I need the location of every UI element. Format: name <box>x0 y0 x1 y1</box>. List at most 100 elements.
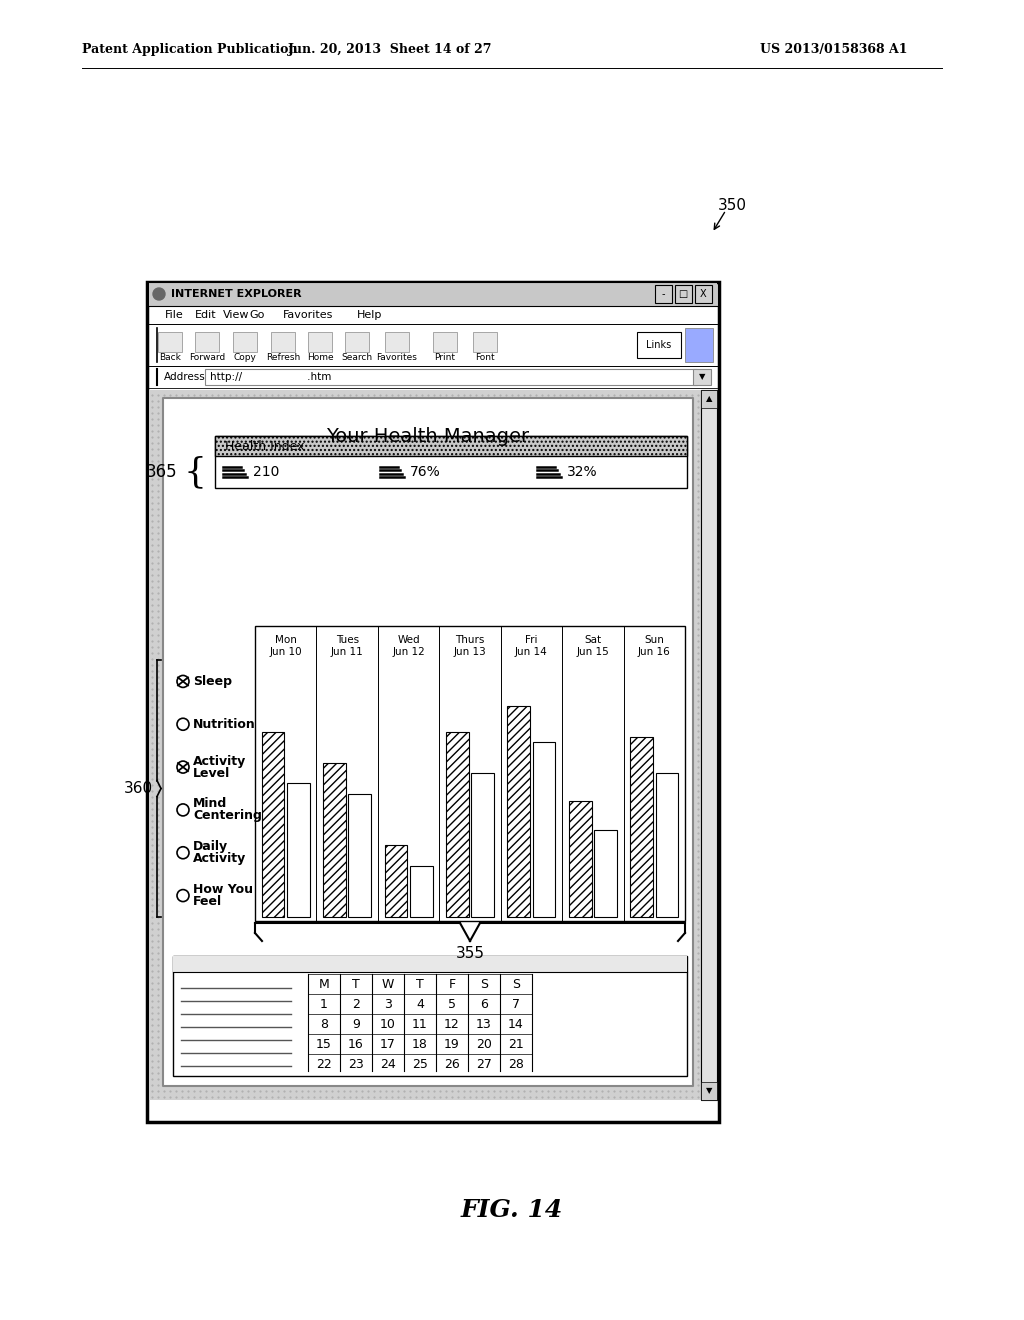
Bar <box>147 282 719 1122</box>
Text: 4: 4 <box>416 998 424 1011</box>
Text: Search: Search <box>341 354 373 363</box>
Bar <box>215 436 687 488</box>
Text: Favorites: Favorites <box>283 310 334 319</box>
Bar <box>205 370 697 385</box>
Text: Patent Application Publication: Patent Application Publication <box>82 44 298 57</box>
Text: S: S <box>512 978 520 990</box>
Bar <box>324 763 346 917</box>
Bar <box>215 436 687 455</box>
Text: Sat: Sat <box>585 635 601 645</box>
Bar <box>150 282 717 306</box>
Bar <box>233 333 257 352</box>
Bar <box>262 733 285 917</box>
Text: Mon: Mon <box>274 635 297 645</box>
Text: 355: 355 <box>456 945 484 961</box>
Text: Jun 11: Jun 11 <box>331 647 364 657</box>
Text: Refresh: Refresh <box>266 354 300 363</box>
Text: Forward: Forward <box>188 354 225 363</box>
Text: 365: 365 <box>145 463 177 480</box>
Bar <box>385 845 408 917</box>
Text: Jun 14: Jun 14 <box>515 647 548 657</box>
Text: Health Index: Health Index <box>225 440 304 453</box>
Bar <box>685 327 713 362</box>
Text: 18: 18 <box>412 1038 428 1051</box>
Bar <box>655 285 672 304</box>
Bar <box>701 389 717 408</box>
Bar <box>150 389 701 1100</box>
Bar <box>695 285 712 304</box>
Text: Back: Back <box>159 354 181 363</box>
Text: 350: 350 <box>718 198 746 213</box>
Bar <box>173 956 687 972</box>
Text: Level: Level <box>193 767 230 780</box>
Text: FIG. 14: FIG. 14 <box>461 1199 563 1222</box>
Text: ▼: ▼ <box>706 1086 713 1096</box>
Text: M: M <box>318 978 330 990</box>
Text: Centering: Centering <box>193 809 262 822</box>
Text: ▼: ▼ <box>698 372 706 381</box>
Text: 7: 7 <box>512 998 520 1011</box>
Text: 360: 360 <box>124 781 153 796</box>
Text: 210: 210 <box>253 465 280 479</box>
Text: □: □ <box>678 289 688 300</box>
Bar <box>255 626 685 921</box>
Text: 1: 1 <box>321 998 328 1011</box>
Text: Sun: Sun <box>644 635 665 645</box>
Text: 28: 28 <box>508 1057 524 1071</box>
Text: Thurs: Thurs <box>456 635 484 645</box>
Text: http://                    .htm: http:// .htm <box>210 372 332 381</box>
Text: Jun 15: Jun 15 <box>577 647 609 657</box>
Text: 32%: 32% <box>567 465 598 479</box>
Text: 15: 15 <box>316 1038 332 1051</box>
Bar <box>433 333 457 352</box>
Text: 8: 8 <box>319 1018 328 1031</box>
Bar <box>308 333 332 352</box>
Text: -: - <box>662 289 665 300</box>
Text: F: F <box>449 978 456 990</box>
Text: Font: Font <box>475 354 495 363</box>
Text: 13: 13 <box>476 1018 492 1031</box>
Text: Tues: Tues <box>336 635 358 645</box>
Text: Links: Links <box>646 341 672 350</box>
Text: S: S <box>480 978 488 990</box>
Bar <box>385 333 409 352</box>
Text: View: View <box>223 310 250 319</box>
Text: 10: 10 <box>380 1018 396 1031</box>
Text: Jun 16: Jun 16 <box>638 647 671 657</box>
Text: Feel: Feel <box>193 895 222 908</box>
Text: How You: How You <box>193 883 253 896</box>
Bar <box>446 733 469 917</box>
Bar <box>410 866 432 917</box>
Bar <box>631 737 653 917</box>
Text: Your Health Manager: Your Health Manager <box>327 426 529 446</box>
Text: ▲: ▲ <box>706 395 713 404</box>
Text: X: X <box>699 289 707 300</box>
Text: Help: Help <box>357 310 382 319</box>
Text: Jun 13: Jun 13 <box>454 647 486 657</box>
Text: 11: 11 <box>412 1018 428 1031</box>
Text: 9: 9 <box>352 1018 360 1031</box>
Text: 5: 5 <box>449 998 456 1011</box>
Text: 21: 21 <box>508 1038 524 1051</box>
Text: 16: 16 <box>348 1038 364 1051</box>
Text: 3: 3 <box>384 998 392 1011</box>
Text: Print: Print <box>434 354 456 363</box>
Text: 17: 17 <box>380 1038 396 1051</box>
Bar <box>195 333 219 352</box>
Text: Nutrition: Nutrition <box>193 718 256 731</box>
Text: Favorites: Favorites <box>377 354 418 363</box>
Bar <box>348 793 371 917</box>
Text: Home: Home <box>306 354 334 363</box>
Circle shape <box>153 288 165 300</box>
Bar <box>693 370 711 385</box>
Text: {: { <box>183 455 207 488</box>
Text: Copy: Copy <box>233 354 256 363</box>
Bar <box>271 333 295 352</box>
Text: 2: 2 <box>352 998 360 1011</box>
Text: T: T <box>416 978 424 990</box>
Text: 20: 20 <box>476 1038 492 1051</box>
Text: Edit: Edit <box>195 310 217 319</box>
Bar <box>508 706 530 917</box>
Text: INTERNET EXPLORER: INTERNET EXPLORER <box>171 289 302 300</box>
Text: 26: 26 <box>444 1057 460 1071</box>
